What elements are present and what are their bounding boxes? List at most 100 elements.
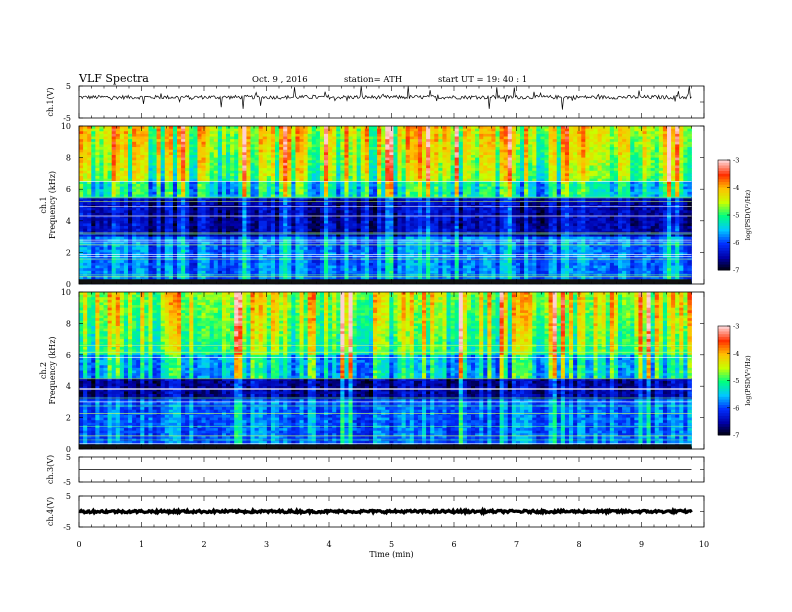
spectrogram-cell [119, 173, 125, 177]
spectrogram-cell [221, 173, 227, 177]
spectrogram-cell [83, 136, 88, 140]
spectrogram-cell [450, 160, 456, 164]
spectrogram-cell [279, 141, 284, 145]
spectrogram-cell [544, 147, 549, 151]
spectrogram-cell [405, 131, 411, 135]
spectrogram-cell [107, 197, 113, 201]
spectrogram-cell [662, 176, 668, 180]
spectrogram-cell [540, 181, 545, 185]
spectrogram-cell [160, 162, 166, 166]
spectrogram-cell [299, 152, 304, 156]
spectrogram-cell [262, 133, 268, 137]
spectrogram-cell [156, 210, 162, 214]
spectrogram-cell [434, 160, 439, 164]
spectrogram-cell [397, 157, 402, 161]
spectrogram-cell [654, 178, 660, 182]
spectrogram-cell [524, 154, 529, 158]
spectrogram-cell [573, 160, 578, 164]
spectrogram-cell [95, 189, 100, 193]
spectrogram-cell [569, 199, 574, 203]
spectrogram-cell [503, 197, 509, 201]
spectrogram-cell [454, 202, 460, 206]
spectrogram-cell [593, 128, 598, 132]
spectrogram-cell [638, 152, 643, 156]
spectrogram-cell [95, 139, 100, 143]
spectrogram-cell [234, 202, 239, 206]
spectrogram-cell [397, 152, 402, 156]
spectrogram-cell [295, 183, 300, 187]
spectrogram-cell [156, 141, 162, 145]
spectrogram-cell [462, 176, 468, 180]
spectrogram-cell [450, 199, 456, 203]
spectrogram-cell [295, 133, 300, 137]
spectrogram-cell [213, 160, 219, 164]
spectrogram-cell [197, 197, 202, 201]
spectrogram-cell [209, 154, 215, 158]
spectrogram-cell [597, 194, 603, 198]
spectrogram-cell [409, 133, 415, 137]
spectrogram-cell [650, 199, 656, 203]
spectrogram-cell [168, 186, 174, 190]
spectrogram-cell [164, 176, 170, 180]
spectrogram-cell [638, 131, 643, 135]
spectrogram-cell [205, 160, 211, 164]
spectrogram-cell [160, 147, 166, 151]
spectrogram-cell [552, 181, 558, 185]
spectrogram-cell [193, 157, 198, 161]
spectrogram-cell [438, 152, 443, 156]
spectrogram-cell [491, 147, 496, 151]
spectrogram-cell [597, 133, 603, 137]
spectrogram-cell [646, 160, 652, 164]
spectrogram-cell [434, 207, 439, 211]
spectrogram-cell [662, 139, 668, 143]
spectrogram-cell [242, 207, 247, 211]
spectrogram-cell [107, 133, 113, 137]
spectrogram-cell [442, 207, 447, 211]
spectrogram-cell [279, 165, 284, 169]
spectrogram-cell [593, 149, 598, 153]
spectrogram-cell [393, 199, 398, 203]
spectrogram-cell [609, 147, 615, 151]
spectrogram-cell [552, 162, 558, 166]
spectrogram-cell [344, 186, 349, 190]
spectrogram-cell [95, 210, 100, 214]
spectrogram-cell [193, 152, 198, 156]
spectrogram-cell [642, 141, 647, 145]
spectrogram-cell [556, 165, 562, 169]
spectrogram-cell [324, 189, 329, 193]
spectrogram-cell [593, 152, 598, 156]
spectrogram-cell [270, 157, 276, 161]
spectrogram-cell [311, 170, 317, 174]
spectrogram-cell [148, 207, 153, 211]
spectrogram-cell [569, 176, 574, 180]
spectrogram-cell [413, 176, 419, 180]
spectrogram-cell [324, 149, 329, 153]
spectrogram-cell [295, 144, 300, 148]
spectrogram-cell [662, 154, 668, 158]
spectrogram-cell [560, 178, 566, 182]
spectrogram-cell [475, 199, 480, 203]
spectrogram-cell [246, 210, 251, 214]
spectrogram-cell [532, 189, 537, 193]
spectrogram-cell [438, 133, 443, 137]
spectrogram-cell [377, 144, 382, 148]
spectrogram-cell [123, 207, 129, 211]
spectrogram-cell [654, 126, 660, 130]
spectrogram-cell [536, 141, 541, 145]
spectrogram-cell [246, 189, 251, 193]
spectrogram-cell [201, 141, 206, 145]
spectrogram-cell [442, 160, 447, 164]
spectrogram-cell [119, 133, 125, 137]
spectrogram-cell [458, 176, 464, 180]
spectrogram-cell [585, 149, 590, 153]
spectrogram-cell [609, 189, 615, 193]
spectrogram-cell [422, 191, 427, 195]
spectrogram-cell [95, 160, 100, 164]
spectrogram-cell [560, 162, 566, 166]
spectrogram-cell [324, 144, 329, 148]
spectrogram-cell [556, 181, 562, 185]
spectrogram-cell [499, 186, 505, 190]
spectrogram-cell [91, 139, 96, 143]
spectrogram-cell [618, 176, 623, 180]
spectrogram-cell [377, 157, 382, 161]
